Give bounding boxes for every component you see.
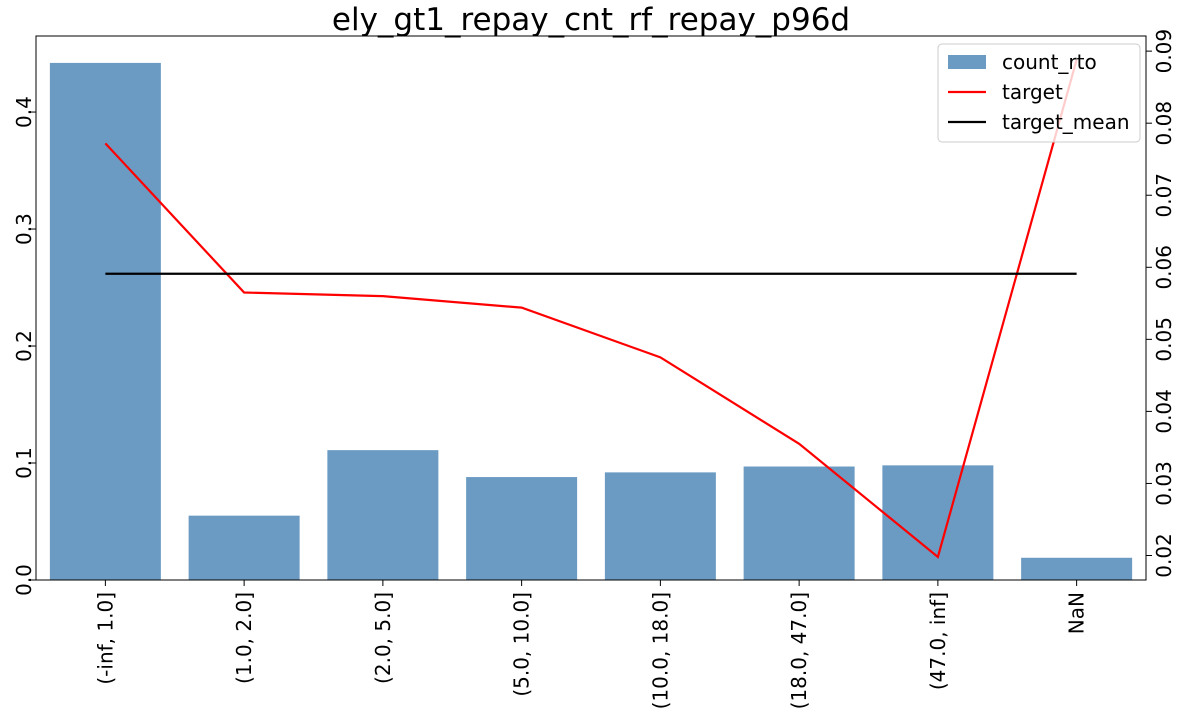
left-tick-label-0: 0.0 bbox=[12, 564, 36, 596]
x-tick-label-3: (5.0, 10.0] bbox=[510, 592, 534, 697]
bar-4 bbox=[604, 472, 716, 580]
right-tick-label-2: 0.04 bbox=[1152, 389, 1176, 434]
right-tick-label-0: 0.02 bbox=[1152, 533, 1176, 578]
bars-layer bbox=[49, 62, 1133, 580]
left-y-axis: 0.0 0.1 0.2 0.3 0.4 bbox=[12, 96, 36, 596]
x-tick-label-1: (1.0, 2.0] bbox=[232, 592, 256, 684]
legend-swatch-count_rto bbox=[948, 55, 986, 69]
x-tick-label-6: (47.0, inf] bbox=[926, 592, 950, 690]
legend-box bbox=[937, 43, 1141, 143]
bar-2 bbox=[327, 450, 439, 580]
bar-1 bbox=[188, 515, 300, 580]
x-tick-label-2: (2.0, 5.0] bbox=[371, 592, 395, 684]
right-y-axis: 0.02 0.03 0.04 0.05 0.06 0.07 0.08 0.09 bbox=[1146, 29, 1176, 578]
left-tick-label-2: 0.2 bbox=[12, 330, 36, 362]
plot-frame bbox=[35, 35, 1147, 581]
bar-6 bbox=[882, 465, 994, 580]
lines-layer bbox=[104, 59, 1078, 559]
x-tick-label-5: (18.0, 47.0] bbox=[787, 592, 811, 709]
right-tick-label-4: 0.06 bbox=[1152, 245, 1176, 290]
bar-0 bbox=[49, 62, 161, 580]
left-tick-label-4: 0.4 bbox=[12, 96, 36, 128]
x-tick-label-7: NaN bbox=[1065, 592, 1089, 634]
left-tick-label-1: 0.1 bbox=[12, 447, 36, 479]
right-tick-label-6: 0.08 bbox=[1152, 101, 1176, 146]
x-tick-label-0: (-inf, 1.0] bbox=[93, 592, 117, 685]
bar-7 bbox=[1021, 557, 1133, 580]
right-tick-label-1: 0.03 bbox=[1152, 461, 1176, 506]
left-tick-label-3: 0.3 bbox=[12, 213, 36, 245]
bar-3 bbox=[466, 477, 578, 580]
legend-label-target_mean: target_mean bbox=[1002, 110, 1130, 134]
line-target bbox=[104, 59, 1078, 559]
x-axis: (-inf, 1.0] (1.0, 2.0] (2.0, 5.0] (5.0, 10.… bbox=[93, 580, 1089, 709]
bar-5 bbox=[743, 466, 855, 580]
right-tick-label-5: 0.07 bbox=[1152, 173, 1176, 218]
right-tick-label-7: 0.09 bbox=[1152, 29, 1176, 74]
legend-label-target: target bbox=[1002, 80, 1063, 104]
legend-label-count_rto: count_rto bbox=[1002, 50, 1097, 74]
right-tick-label-3: 0.05 bbox=[1152, 317, 1176, 362]
chart-title: ely_gt1_repay_cnt_rf_repay_p96d bbox=[332, 2, 850, 38]
x-tick-label-4: (10.0, 18.0] bbox=[648, 592, 672, 709]
